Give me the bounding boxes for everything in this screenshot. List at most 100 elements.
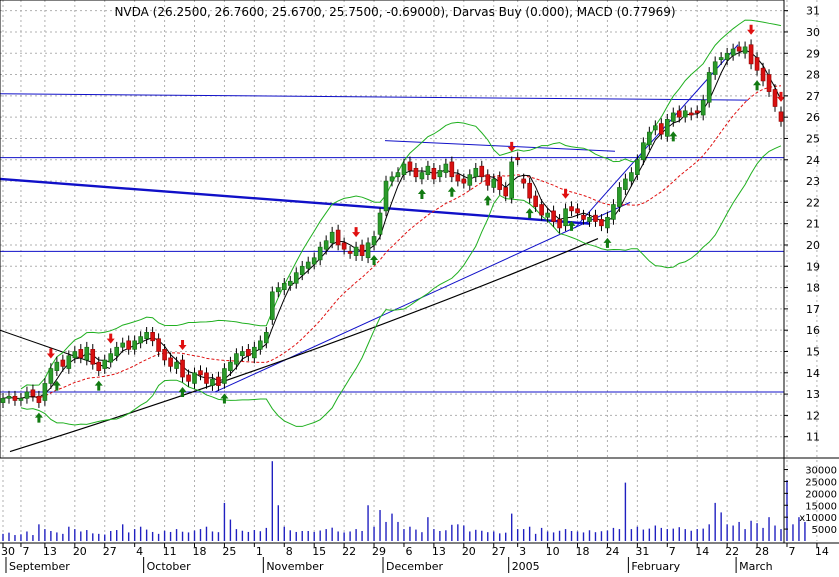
candle-body — [682, 110, 688, 118]
candle-body — [305, 261, 311, 269]
channel-line — [384, 140, 616, 152]
price-tick-label: 17 — [806, 303, 820, 316]
month-label: March — [739, 560, 773, 573]
candle-body — [766, 74, 772, 92]
candle-body — [587, 216, 592, 222]
candle-body — [192, 372, 197, 384]
sell-arrow — [106, 333, 115, 344]
candle-body — [258, 340, 263, 350]
month-label: October — [147, 560, 191, 573]
candle-body — [700, 99, 706, 116]
lower-band — [20, 145, 782, 427]
day-tick-label: 8 — [286, 545, 293, 558]
candle-body — [467, 174, 473, 186]
buy-arrow — [34, 412, 43, 423]
day-tick-label: 20 — [462, 545, 476, 558]
candle-body — [144, 332, 149, 340]
price-tick-label: 22 — [806, 196, 820, 209]
candle-body — [443, 163, 449, 173]
candle-body — [413, 167, 419, 178]
candle-body — [24, 391, 30, 399]
candle-body — [485, 174, 491, 186]
day-tick-label: 11 — [163, 545, 177, 558]
candle-body — [688, 112, 694, 116]
candle-body — [545, 212, 550, 218]
candle-body — [479, 165, 485, 178]
candle-body — [287, 280, 293, 286]
price-tick-label: 16 — [806, 324, 820, 337]
candle-body — [359, 244, 365, 256]
day-tick-label: 15 — [312, 545, 326, 558]
candle-body — [641, 142, 646, 161]
sell-arrow — [747, 24, 756, 35]
buy-arrow — [370, 254, 379, 265]
day-tick-label: 18 — [193, 545, 207, 558]
candle-body — [623, 178, 628, 190]
candle-body — [509, 161, 514, 199]
price-tick-label: 14 — [806, 367, 820, 380]
candle-body — [617, 187, 622, 207]
buy-arrow — [220, 393, 229, 404]
sell-arrow — [561, 188, 570, 199]
sell-arrow — [777, 91, 785, 102]
candle-body — [174, 361, 179, 369]
candle-body — [60, 359, 66, 367]
short-moving-average — [2, 49, 782, 399]
day-tick-label: 3 — [519, 545, 526, 558]
candle-body — [461, 178, 467, 184]
candle-body — [293, 272, 299, 284]
price-tick-label: 20 — [806, 239, 820, 252]
candle-body — [36, 395, 42, 403]
candles — [0, 39, 784, 408]
price-tick-label: 23 — [806, 175, 820, 188]
candle-body — [228, 361, 233, 371]
candle-body — [533, 195, 538, 207]
buy-arrow — [753, 80, 762, 91]
candle-body — [581, 214, 586, 220]
month-label: November — [266, 560, 324, 573]
buy-arrow — [525, 208, 534, 219]
candle-body — [270, 291, 275, 320]
buy-arrow — [94, 380, 103, 391]
candle-body — [90, 349, 96, 365]
day-tick-label: 22 — [342, 545, 356, 558]
candle-body — [108, 353, 114, 363]
candle-body — [539, 204, 544, 216]
candle-body — [659, 123, 664, 135]
candle-body — [605, 216, 610, 229]
price-tick-label: 13 — [806, 388, 820, 401]
day-tick-label: 29 — [372, 545, 386, 558]
candle-body — [317, 246, 323, 261]
candle-body — [515, 157, 520, 161]
price-tick-label: 11 — [806, 431, 820, 444]
buy-arrow — [178, 387, 187, 398]
price-tick-label: 29 — [806, 47, 820, 60]
day-tick-label: 31 — [635, 545, 649, 558]
buy-arrow — [52, 380, 61, 391]
candle-body — [299, 265, 305, 276]
candle-body — [311, 257, 317, 265]
candle-body — [724, 52, 730, 60]
chart-title: NVDA (26.2500, 26.7600, 25.6700, 25.7500… — [114, 5, 675, 19]
day-tick-label: 22 — [725, 545, 739, 558]
price-tick-label: 30 — [806, 26, 820, 39]
day-tick-label: 7 — [669, 545, 676, 558]
candle-body — [629, 172, 634, 182]
volume-tick-label: x10000 — [799, 513, 837, 524]
sell-arrow — [46, 348, 55, 359]
candle-body — [323, 240, 329, 250]
candle-body — [54, 361, 60, 371]
month-label: September — [9, 560, 70, 573]
month-label: 2005 — [512, 560, 540, 573]
candle-body — [599, 219, 604, 227]
candle-body — [527, 182, 532, 199]
candle-body — [264, 332, 269, 344]
candle-body — [569, 206, 574, 212]
candle-body — [706, 72, 712, 103]
day-tick-label: 7 — [788, 545, 795, 558]
candle-body — [150, 332, 155, 342]
buy-arrow — [483, 195, 492, 206]
candle-body — [694, 110, 700, 114]
candle-body — [96, 361, 102, 371]
